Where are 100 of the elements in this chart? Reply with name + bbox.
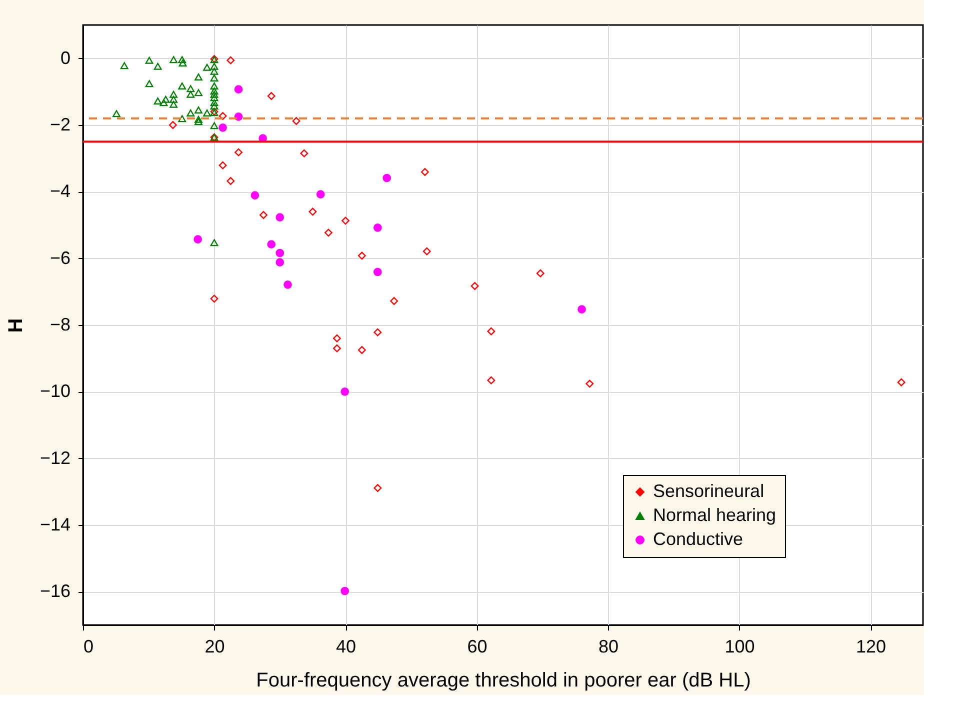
- point: [112, 110, 120, 118]
- point: [316, 190, 325, 199]
- point: [194, 89, 202, 96]
- point: [210, 68, 218, 75]
- point: [218, 161, 227, 170]
- x-tick-label: 0: [84, 636, 94, 656]
- y-tick-label: −16: [40, 581, 70, 602]
- point: [194, 118, 202, 126]
- point: [586, 380, 594, 388]
- point: [374, 328, 382, 336]
- point: [210, 239, 218, 246]
- point: [210, 122, 218, 130]
- y-tick-label: −10: [40, 381, 70, 402]
- point: [300, 149, 308, 158]
- point: [170, 56, 178, 64]
- point: [470, 282, 479, 290]
- y-tick-label: −2: [50, 114, 70, 134]
- point: [226, 177, 235, 185]
- point: [186, 90, 195, 98]
- y-tick-label: −12: [40, 448, 70, 468]
- point: [210, 94, 218, 102]
- point: [178, 115, 186, 122]
- point: [120, 62, 128, 70]
- y-tick-label: 0: [60, 48, 70, 68]
- point: [162, 96, 170, 103]
- x-axis-title: Four-frequency average threshold in poorer ear (dB HL): [256, 670, 751, 692]
- x-tick-label: 100: [724, 636, 755, 656]
- y-tick-label: −4: [50, 181, 70, 202]
- point: [226, 56, 235, 64]
- y-tick-label: −14: [40, 514, 70, 534]
- point: [260, 211, 268, 219]
- point: [382, 174, 392, 182]
- point: [250, 191, 260, 200]
- point: [160, 99, 168, 106]
- point: [203, 109, 211, 117]
- point: [154, 62, 162, 70]
- point: [178, 59, 187, 67]
- point: [234, 148, 242, 156]
- point: [342, 216, 350, 225]
- point: [358, 346, 366, 354]
- point: [210, 102, 218, 110]
- legend-label: Conductive: [653, 529, 744, 549]
- point: [218, 123, 227, 132]
- point: [170, 100, 178, 108]
- point: [178, 56, 186, 64]
- point: [276, 258, 284, 267]
- point: [308, 208, 317, 216]
- point: [373, 268, 382, 276]
- point: [178, 82, 186, 90]
- x-tick-label: 120: [856, 636, 886, 656]
- point: [390, 297, 398, 305]
- point: [210, 87, 218, 95]
- point: [340, 586, 350, 596]
- x-tick-label: 20: [204, 636, 225, 656]
- point: [210, 74, 218, 82]
- x-tick-label: 60: [467, 636, 488, 656]
- point: [210, 294, 218, 303]
- point: [333, 344, 341, 352]
- x-tick-label: 80: [598, 636, 619, 656]
- point: [487, 327, 496, 336]
- point: [292, 117, 300, 125]
- point: [374, 484, 382, 492]
- point: [210, 90, 218, 98]
- point: [234, 85, 243, 94]
- point: [536, 269, 544, 278]
- point: [203, 64, 211, 71]
- point: [168, 121, 177, 129]
- point: [267, 92, 276, 100]
- point: [276, 248, 284, 258]
- point: [194, 116, 202, 123]
- point: [186, 85, 195, 92]
- point: [145, 80, 154, 88]
- point: [422, 247, 431, 256]
- point: [324, 228, 332, 237]
- point: [420, 168, 429, 176]
- point: [194, 73, 202, 81]
- point: [170, 96, 178, 103]
- point: [276, 213, 284, 222]
- point: [284, 280, 292, 289]
- x-tick-label: 40: [336, 636, 356, 656]
- y-tick-label: −8: [50, 314, 70, 334]
- point: [194, 235, 202, 244]
- point: [487, 376, 496, 384]
- y-axis-title: H: [4, 318, 27, 333]
- point: [373, 223, 382, 232]
- point: [358, 252, 366, 260]
- point: [897, 378, 906, 386]
- legend-label: Sensorineural: [653, 481, 764, 501]
- point: [234, 112, 243, 121]
- point: [210, 99, 218, 106]
- point: [267, 240, 276, 249]
- point: [340, 387, 350, 396]
- legend-label: Normal hearing: [653, 505, 776, 525]
- point: [210, 82, 218, 90]
- point: [578, 305, 586, 314]
- point: [210, 62, 218, 70]
- point: [194, 106, 202, 114]
- point: [170, 90, 178, 98]
- point: [186, 109, 195, 117]
- point: [333, 334, 341, 342]
